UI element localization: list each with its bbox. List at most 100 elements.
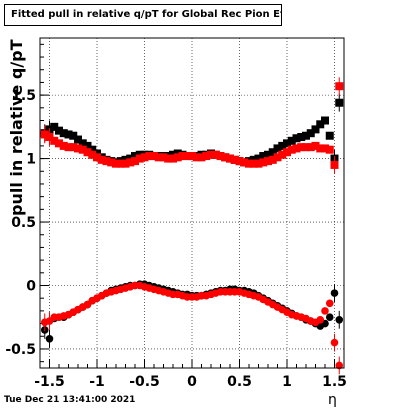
data-point-square (83, 141, 92, 150)
data-point-square (306, 143, 315, 152)
data-point-square (131, 152, 139, 161)
data-point-square (283, 139, 291, 148)
x-axis-label: η (328, 392, 337, 408)
data-point-square (121, 159, 130, 168)
data-point-square (69, 143, 78, 152)
data-point-square (55, 139, 63, 148)
grid-lines (40, 38, 344, 368)
data-point-square (97, 155, 106, 164)
data-point-square (164, 154, 173, 163)
y-tick-label: 1 (26, 152, 36, 168)
data-point-square (88, 145, 97, 154)
axis-ticks: -1.5 -1 -0.5 0 0.5 1 1.5 -0.5 0 0.5 1 1.5 (5, 43, 347, 390)
data-point-square (202, 152, 211, 161)
data-point-square (145, 152, 154, 161)
data-point-square (116, 159, 125, 168)
data-point-square (74, 135, 82, 144)
y-tick-label: 0 (26, 279, 36, 295)
data-point-square (311, 125, 320, 134)
data-point-square (59, 141, 68, 150)
data-point-square (330, 160, 339, 169)
data-point-square (64, 130, 73, 139)
data-point-square (268, 148, 277, 157)
data-point-square (240, 158, 249, 167)
data-point-square (169, 154, 177, 163)
data-point-square (254, 159, 263, 168)
data-point-square (55, 126, 63, 135)
data-point-circle (335, 315, 344, 324)
data-point-square (78, 139, 87, 148)
y-tick-label: 1.5 (11, 88, 36, 104)
data-point-square (50, 122, 59, 131)
data-point-square (287, 136, 296, 145)
data-point-square (112, 159, 120, 168)
data-point-square (45, 133, 54, 141)
data-point-square (292, 144, 301, 153)
data-point-square (183, 152, 192, 161)
x-tick-label: 1.5 (322, 374, 347, 390)
x-tick-label: -1 (89, 374, 105, 390)
plot-frame (39, 37, 345, 369)
data-point-square (321, 144, 329, 153)
data-point-square (159, 153, 168, 162)
data-point-square (278, 150, 287, 159)
data-point-square (59, 129, 68, 138)
chart-title: Fitted pull in relative q/pT for Global … (4, 4, 282, 26)
data-point-square (316, 144, 325, 153)
data-point-square (297, 143, 306, 152)
y-tick-label: 0.5 (11, 215, 36, 231)
data-point-square (302, 143, 310, 152)
data-point-square (325, 145, 334, 154)
x-tick-label: 0.5 (227, 374, 252, 390)
y-axis-label: pull in relative q/pT (7, 39, 26, 217)
data-point-square (107, 158, 116, 167)
data-point-square (178, 152, 187, 161)
data-point-circle (330, 338, 339, 347)
data-point-square (78, 145, 87, 154)
data-point-square (259, 152, 268, 161)
data-point-square (197, 153, 206, 162)
data-point-square (221, 153, 230, 162)
data-point-circle (325, 313, 334, 322)
data-point-square (268, 155, 277, 164)
data-point-square (249, 159, 258, 168)
data-point-square (259, 158, 268, 167)
data-point-circle (330, 289, 339, 297)
data-point-circle (45, 335, 54, 343)
data-point-square (188, 152, 196, 161)
timestamp: Tue Dec 21 13:41:00 2021 (4, 395, 136, 405)
data-point-square (74, 144, 82, 153)
data-point-square (216, 152, 225, 161)
x-tick-label: 1 (282, 374, 292, 390)
data-point-square (50, 136, 59, 145)
data-point-square (278, 141, 287, 150)
data-point-square (230, 155, 239, 164)
x-tick-label: 0 (187, 374, 197, 390)
data-point-square (335, 82, 344, 91)
x-tick-label: -0.5 (129, 374, 160, 390)
data-point-square (173, 153, 182, 162)
data-point-square (140, 153, 149, 162)
data-point-square (316, 120, 325, 129)
data-point-square (297, 133, 306, 141)
data-point-square (93, 153, 101, 162)
y-tick-label: -0.5 (5, 342, 36, 358)
data-point-square (150, 152, 158, 161)
x-tick-label: -1.5 (34, 374, 65, 390)
data-points (40, 77, 344, 375)
data-point-square (83, 148, 92, 157)
data-point-square (126, 158, 135, 167)
data-point-square (264, 150, 272, 159)
data-point-circle (335, 361, 344, 370)
data-point-square (69, 131, 78, 140)
data-point-square (283, 148, 291, 157)
data-point-square (40, 130, 49, 139)
data-point-square (154, 153, 163, 162)
data-point-square (306, 129, 315, 138)
data-point-square (245, 159, 253, 168)
data-point-circle (325, 299, 334, 308)
data-point-square (235, 157, 244, 166)
data-point-square (192, 153, 201, 162)
data-point-square (273, 153, 282, 162)
data-point-square (135, 154, 144, 163)
